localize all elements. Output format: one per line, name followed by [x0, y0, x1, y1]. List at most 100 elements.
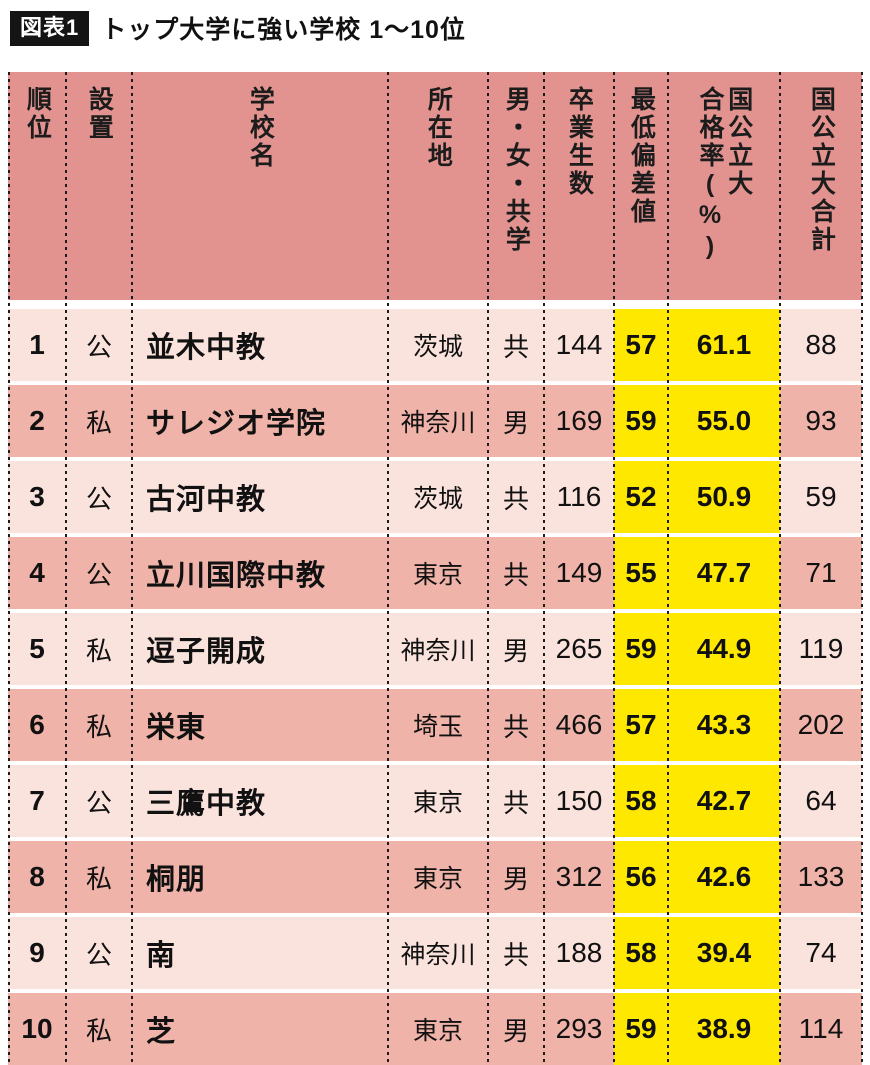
cell-type: 公 [85, 483, 112, 514]
cell-rate: 61.1 [668, 309, 780, 381]
column-header-name: 学校名 [132, 72, 388, 300]
cell-name: 栄東 [146, 712, 207, 744]
table-row: 7 公 三鷹中教 東京 共 150 58 42.7 64 [8, 765, 862, 837]
table-row: 10 私 芝 東京 男 293 59 38.9 114 [8, 993, 862, 1065]
cell-total: 74 [805, 937, 837, 968]
cell-rank: 5 [29, 633, 45, 664]
cell-location: 神奈川 [400, 941, 476, 969]
cell-graduates: 150 [555, 785, 603, 816]
cell-rank: 4 [29, 557, 45, 588]
cell-gender: 男 [502, 635, 529, 666]
cell-gender: 共 [502, 483, 529, 514]
cell-graduates: 293 [555, 1013, 603, 1044]
cell-total: 93 [805, 405, 837, 436]
cell-rate: 47.7 [668, 537, 780, 609]
cell-type: 公 [85, 939, 112, 970]
column-header-graduates: 卒業生数 [544, 72, 614, 300]
column-header-label: 国公立大 合格率(%) [696, 86, 753, 263]
cell-name: 芝 [146, 1016, 177, 1048]
cell-deviation: 56 [614, 841, 668, 913]
column-header-rate: 国公立大 合格率(%) [668, 72, 780, 300]
cell-location: 埼玉 [412, 713, 463, 741]
cell-deviation: 57 [614, 309, 668, 381]
cell-type: 私 [85, 711, 112, 742]
cell-rate: 39.4 [668, 917, 780, 989]
cell-name: 南 [146, 940, 177, 972]
cell-name: 古河中教 [146, 484, 267, 516]
cell-rate: 42.7 [668, 765, 780, 837]
table-row: 9 公 南 神奈川共 188 58 39.4 74 [8, 917, 862, 989]
cell-location: 神奈川 [400, 409, 476, 437]
cell-total: 64 [805, 785, 837, 816]
cell-rate: 55.0 [668, 385, 780, 457]
cell-rate: 44.9 [668, 613, 780, 685]
cell-rate: 42.6 [668, 841, 780, 913]
cell-rate: 38.9 [668, 993, 780, 1065]
cell-rank: 2 [29, 405, 45, 436]
table-row: 6 私 栄東 埼玉 共 466 57 43.3 202 [8, 689, 862, 761]
cell-gender: 共 [502, 559, 529, 590]
column-header-label: 卒業生数 [565, 86, 594, 198]
table-row: 1 公 並木中教 茨城 共 144 57 61.1 88 [8, 309, 862, 381]
cell-name: 立川国際中教 [146, 560, 327, 592]
cell-deviation: 57 [614, 689, 668, 761]
cell-gender: 共 [502, 331, 529, 362]
cell-total: 202 [797, 709, 845, 740]
cell-rank: 10 [21, 1013, 53, 1044]
figure-caption: 図表1 トップ大学に強い学校 1〜10位 [0, 0, 870, 46]
cell-deviation: 58 [614, 917, 668, 989]
cell-deviation: 59 [614, 385, 668, 457]
cell-name: サレジオ学院 [146, 408, 327, 440]
cell-deviation: 59 [614, 993, 668, 1065]
cell-deviation: 55 [614, 537, 668, 609]
cell-gender: 共 [502, 711, 529, 742]
cell-location: 茨城 [412, 333, 463, 361]
cell-graduates: 188 [555, 937, 603, 968]
cell-rank: 7 [29, 785, 45, 816]
cell-gender: 男 [502, 863, 529, 894]
cell-gender: 共 [502, 787, 529, 818]
cell-graduates: 312 [555, 861, 603, 892]
cell-total: 88 [805, 329, 837, 360]
column-header-deviation: 最低偏差値 [614, 72, 668, 300]
cell-graduates: 466 [555, 709, 603, 740]
cell-rate: 43.3 [668, 689, 780, 761]
column-header-total: 国公立大合計 [780, 72, 862, 300]
cell-name: 三鷹中教 [146, 788, 267, 820]
cell-rank: 8 [29, 861, 45, 892]
cell-rank: 1 [29, 329, 45, 360]
cell-rate: 50.9 [668, 461, 780, 533]
column-header-label: 最低偏差値 [627, 86, 656, 226]
cell-rank: 6 [29, 709, 45, 740]
cell-type: 私 [85, 407, 112, 438]
ranking-table: 順位 設置 学校名 所在地 男・女・共学 卒業生数 最低偏差値 国公立大 合格率(%) 国公立大… [8, 72, 863, 1065]
cell-location: 東京 [412, 789, 463, 817]
cell-graduates: 116 [556, 481, 602, 512]
cell-gender: 男 [502, 1015, 529, 1046]
cell-location: 神奈川 [400, 637, 476, 665]
cell-deviation: 59 [614, 613, 668, 685]
column-header-type: 設置 [66, 72, 132, 300]
figure-title: トップ大学に強い学校 1〜10位 [101, 16, 466, 44]
column-header-label: 所在地 [424, 86, 453, 170]
cell-graduates: 169 [555, 405, 603, 436]
cell-graduates: 144 [555, 329, 603, 360]
table-header-row: 順位 設置 学校名 所在地 男・女・共学 卒業生数 最低偏差値 国公立大 合格率(%) 国公立大… [8, 72, 862, 300]
column-header-rank: 順位 [8, 72, 66, 300]
column-header-label: 学校名 [246, 86, 275, 170]
cell-location: 東京 [412, 865, 463, 893]
table-body: 1 公並木中教 茨城共 144 57 61.1 88 2 私サレジオ学院 神奈川男 169 59 55.… [8, 309, 862, 1065]
cell-rank: 3 [29, 481, 45, 512]
cell-location: 茨城 [412, 485, 463, 513]
cell-deviation: 52 [614, 461, 668, 533]
cell-graduates: 265 [555, 633, 603, 664]
table-row: 2 私 サレジオ学院 神奈川男 169 59 55.0 93 [8, 385, 862, 457]
cell-type: 私 [85, 635, 112, 666]
cell-total: 119 [798, 633, 844, 664]
column-header-gender: 男・女・共学 [488, 72, 544, 300]
column-header-label: 国公立大合計 [807, 86, 836, 254]
cell-deviation: 58 [614, 765, 668, 837]
cell-rank: 9 [29, 937, 45, 968]
table-row: 5 私 逗子開成 神奈川男 265 59 44.9 119 [8, 613, 862, 685]
